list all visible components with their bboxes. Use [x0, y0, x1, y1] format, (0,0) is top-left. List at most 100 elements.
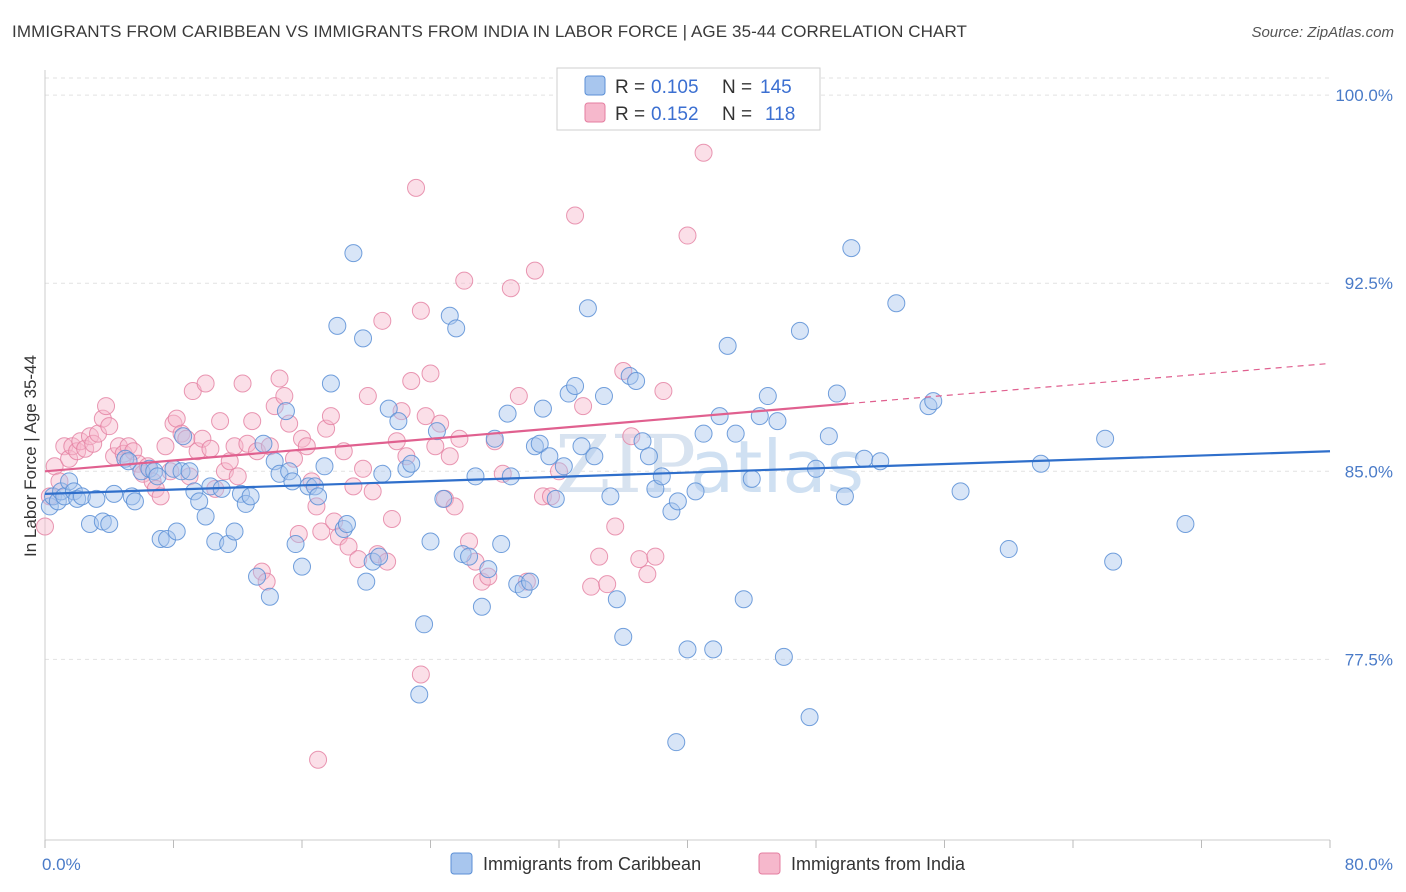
- caribbean-point-90: [546, 489, 565, 508]
- india-point-92: [455, 271, 474, 290]
- x-tick-labels: 0.0% 80.0%: [42, 855, 1393, 874]
- caribbean-point-96: [585, 447, 604, 466]
- caribbean-point-91: [554, 457, 573, 476]
- india-point-50: [257, 572, 276, 591]
- caribbean-point-104: [639, 447, 658, 466]
- caribbean-point-52: [315, 457, 334, 476]
- india-point-84: [416, 407, 435, 426]
- legend-n-label-2: N =: [722, 104, 752, 125]
- india-point-40: [211, 412, 230, 431]
- watermark: ZIP atlas: [555, 418, 864, 511]
- caribbean-point-110: [686, 482, 705, 501]
- india-point-86: [426, 437, 445, 456]
- caribbean-point-56: [337, 514, 356, 533]
- caribbean-point-75: [460, 547, 479, 566]
- legend-swatch-india: [584, 102, 606, 123]
- india-point-121: [309, 750, 328, 769]
- caribbean-point-119: [758, 387, 777, 406]
- caribbean-point-106: [652, 467, 671, 486]
- legend-r-value-2: 0.152: [651, 104, 699, 125]
- caribbean-point-22: [151, 530, 170, 549]
- india-point-108: [582, 577, 601, 596]
- caribbean-point-85: [521, 572, 540, 591]
- india-point-116: [646, 547, 665, 566]
- caribbean-point-129: [855, 449, 874, 468]
- trend-lines: [44, 362, 1331, 495]
- caribbean-point-76: [466, 467, 485, 486]
- caribbean-point-134: [951, 482, 970, 501]
- caribbean-point-57: [344, 244, 363, 263]
- india-point-57: [289, 525, 308, 544]
- y-tick-label-0: 77.5%: [1345, 650, 1393, 669]
- y-tick-labels: 77.5% 85.0% 92.5% 100.0%: [1335, 86, 1393, 669]
- india-point-69: [344, 477, 363, 496]
- caribbean-points: [40, 239, 1195, 752]
- india-point-105: [550, 462, 568, 481]
- caribbean-point-42: [260, 587, 279, 606]
- caribbean-point-13: [105, 484, 124, 503]
- india-point-81: [402, 372, 421, 391]
- india-point-114: [630, 550, 649, 569]
- india-point-53: [270, 369, 289, 388]
- chart-source: Source: ZipAtlas.com: [1251, 24, 1394, 41]
- caribbean-point-30: [190, 492, 209, 511]
- caribbean-point-136: [1031, 454, 1050, 473]
- caribbean-point-125: [819, 427, 838, 446]
- india-trend-line: [44, 402, 849, 473]
- india-point-59: [297, 437, 316, 456]
- caribbean-point-86: [525, 437, 544, 456]
- caribbean-point-115: [726, 424, 745, 443]
- caribbean-point-126: [827, 384, 846, 403]
- india-point-45: [233, 374, 252, 393]
- series-legend: Immigrants from Caribbean Immigrants fro…: [450, 852, 966, 875]
- caribbean-point-41: [254, 434, 273, 453]
- caribbean-point-94: [572, 437, 591, 456]
- india-point-14: [97, 397, 116, 416]
- india-point-100: [509, 387, 528, 406]
- caribbean-point-112: [704, 640, 723, 659]
- x-tick-label-1: 80.0%: [1345, 855, 1393, 874]
- caribbean-point-98: [601, 487, 620, 506]
- caribbean-point-128: [842, 239, 861, 258]
- caribbean-point-108: [668, 492, 687, 511]
- caribbean-point-138: [1104, 552, 1123, 571]
- caribbean-point-12: [100, 514, 119, 533]
- caribbean-point-48: [293, 557, 311, 576]
- india-point-52: [265, 397, 284, 416]
- chart-title: IMMIGRANTS FROM CARIBBEAN VS IMMIGRANTS …: [12, 22, 968, 41]
- caribbean-point-68: [415, 615, 434, 634]
- india-point-85: [421, 364, 440, 383]
- caribbean-point-141: [283, 472, 302, 491]
- caribbean-point-29: [185, 482, 204, 501]
- caribbean-point-27: [174, 427, 193, 446]
- india-point-72: [358, 387, 377, 406]
- india-point-109: [590, 547, 609, 566]
- caribbean-point-63: [379, 399, 398, 418]
- caribbean-point-70: [427, 422, 446, 441]
- india-point-102: [525, 261, 544, 280]
- y-axis-label: In Labor Force | Age 35-44: [21, 355, 40, 557]
- india-point-99: [501, 279, 520, 298]
- caribbean-point-78: [479, 560, 498, 579]
- y-tick-label-1: 85.0%: [1345, 462, 1393, 481]
- correlation-legend: R = 0.105 N = 145 R = 0.152 N = 118: [556, 67, 821, 131]
- india-point-73: [363, 482, 382, 501]
- caribbean-point-28: [180, 462, 199, 481]
- legend-r-label-2: R =: [615, 104, 645, 125]
- india-point-70: [349, 550, 368, 569]
- caribbean-point-122: [790, 321, 809, 340]
- caribbean-point-73: [447, 319, 466, 338]
- india-point-89: [440, 447, 459, 466]
- legend-n-value-1: 145: [760, 77, 792, 98]
- india-point-32: [177, 429, 196, 448]
- india-point-117: [654, 382, 673, 401]
- caribbean-point-127: [835, 487, 854, 506]
- caribbean-point-103: [633, 432, 652, 451]
- india-point-118: [678, 226, 697, 245]
- caribbean-point-36: [225, 522, 244, 541]
- caribbean-point-77: [472, 597, 491, 616]
- india-point-119: [694, 143, 713, 162]
- india-point-111: [606, 517, 625, 536]
- india-point-54: [275, 387, 294, 406]
- caribbean-point-64: [389, 412, 408, 431]
